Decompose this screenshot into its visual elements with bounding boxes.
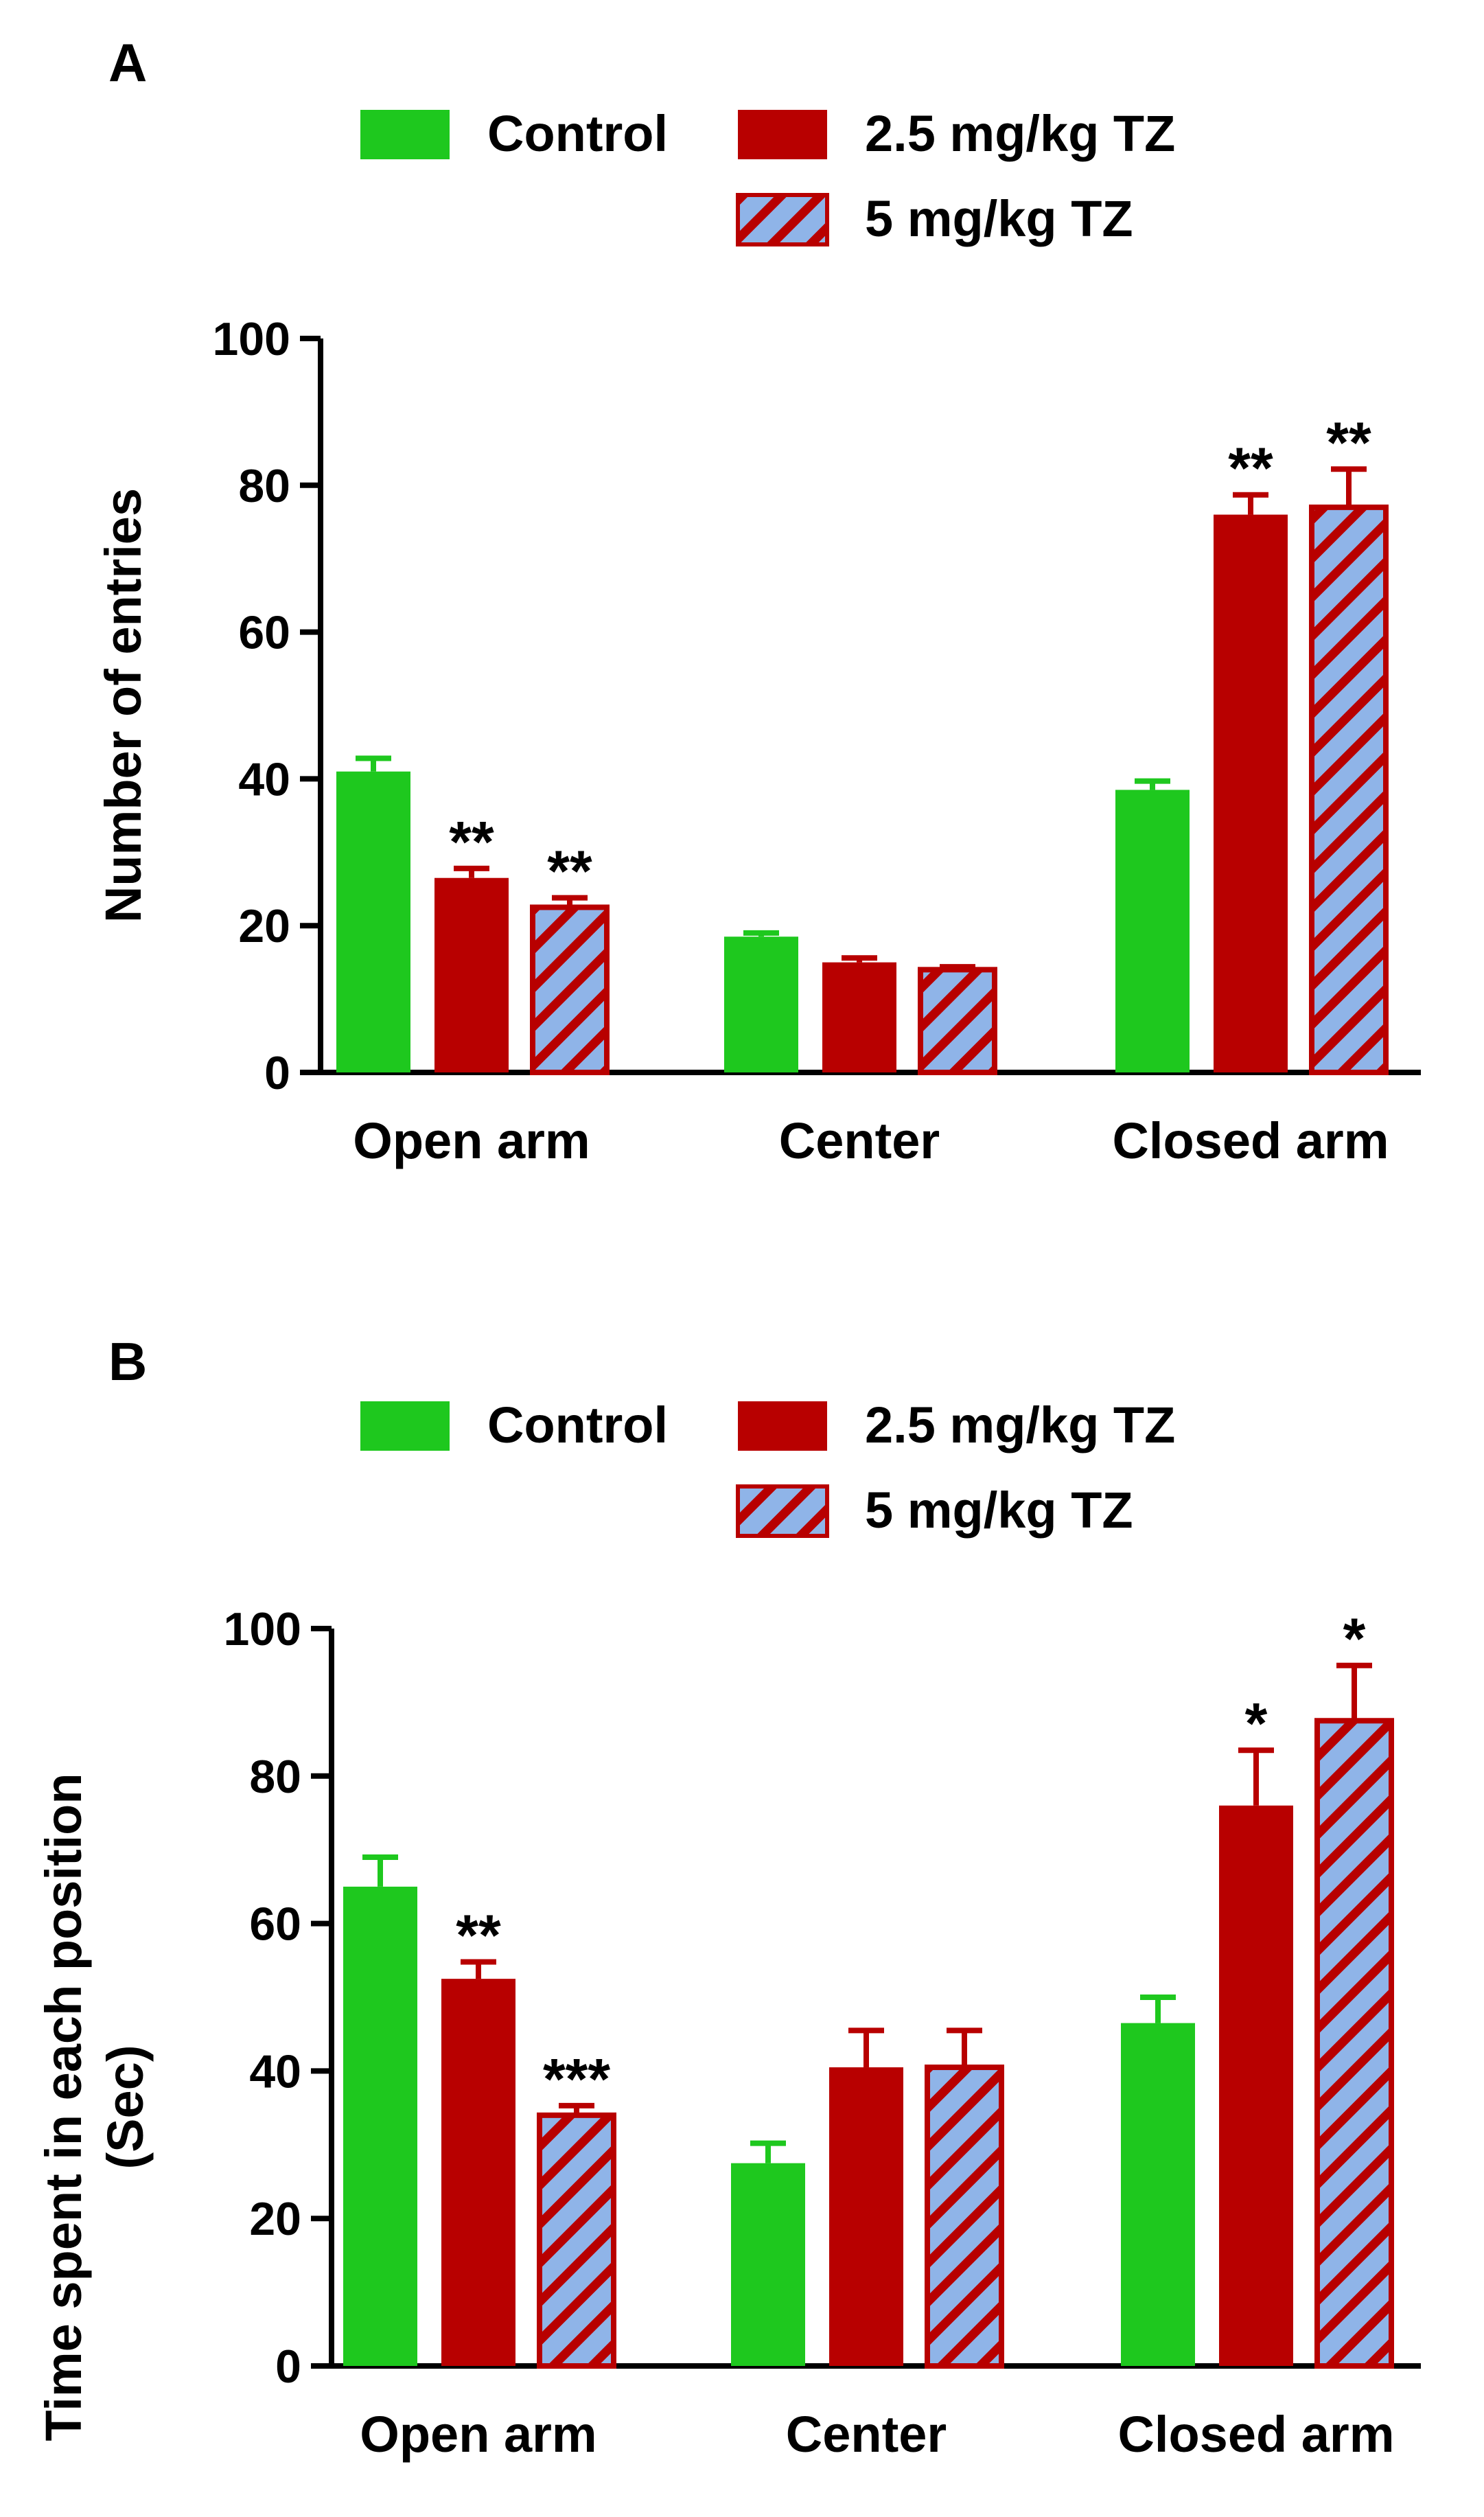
- bar-tz-5: [1309, 504, 1389, 1075]
- significance-label: **: [449, 809, 494, 874]
- significance-label: ***: [543, 2047, 610, 2111]
- legend: Control 2.5 mg/kg TZ 5 mg/kg TZ: [360, 1397, 1175, 1539]
- y-tick-label: 0: [264, 1047, 290, 1099]
- legend-label: 5 mg/kg TZ: [865, 190, 1133, 247]
- bar-tz-2-5: [441, 1979, 515, 2366]
- x-category-label: Open arm: [353, 1112, 590, 1169]
- bar-tz-2-5: [822, 962, 896, 1072]
- x-category-label: Center: [786, 2406, 947, 2463]
- y-tick-label: 20: [249, 2193, 301, 2245]
- bar-control: [343, 1886, 417, 2366]
- legend-swatch-1: [738, 1401, 827, 1451]
- legend-swatch-0: [360, 1401, 450, 1451]
- bar-control: [336, 771, 410, 1072]
- legend-label: 5 mg/kg TZ: [865, 1482, 1133, 1539]
- bar-tz-2-5: [434, 877, 509, 1072]
- significance-label: *: [1343, 1607, 1366, 1671]
- bar-control: [1115, 790, 1190, 1072]
- panel-letter: A: [108, 32, 147, 93]
- significance-label: **: [1326, 410, 1371, 474]
- y-tick-label: 100: [224, 1603, 301, 1655]
- bar-tz-2-5: [1214, 514, 1288, 1072]
- significance-label: *: [1245, 1691, 1268, 1756]
- x-category-label: Center: [779, 1112, 940, 1169]
- bar-control: [724, 936, 798, 1072]
- y-tick-label: 80: [249, 1751, 301, 1803]
- panel-letter: B: [108, 1331, 147, 1392]
- legend-label: 2.5 mg/kg TZ: [865, 1397, 1175, 1453]
- bar-tz-5: [918, 967, 997, 1075]
- y-tick-label: 100: [213, 313, 290, 365]
- y-tick-label: 60: [249, 1898, 301, 1951]
- legend: Control 2.5 mg/kg TZ 5 mg/kg TZ: [360, 105, 1175, 247]
- significance-label: **: [1228, 436, 1273, 501]
- legend-swatch-2: [736, 193, 829, 246]
- y-tick-label: 80: [238, 460, 290, 512]
- bar-tz-5: [537, 2112, 616, 2369]
- legend-swatch-0: [360, 110, 450, 159]
- y-tick-label: 40: [238, 753, 290, 805]
- y-axis-label: Time spent in each position: [35, 1773, 92, 2441]
- significance-label: **: [456, 1903, 501, 1967]
- legend-label: Control: [487, 1397, 668, 1453]
- x-category-label: Open arm: [360, 2406, 596, 2463]
- legend-swatch-2: [736, 1484, 829, 1538]
- legend-swatch-1: [738, 110, 827, 159]
- y-axis-label-unit: (Sec): [97, 2045, 154, 2170]
- y-axis-label: Number of entries: [95, 488, 152, 923]
- bar-tz-2-5: [829, 2067, 903, 2366]
- significance-label: **: [547, 839, 592, 904]
- x-category-label: Closed arm: [1117, 2406, 1394, 2463]
- bar-tz-2-5: [1219, 1805, 1293, 2366]
- y-tick-label: 40: [249, 2045, 301, 2098]
- bar-tz-5: [1314, 1718, 1394, 2369]
- y-tick-label: 60: [238, 607, 290, 659]
- bar-tz-5: [925, 2065, 1004, 2369]
- y-tick-label: 20: [238, 900, 290, 952]
- x-category-label: Closed arm: [1112, 1112, 1389, 1169]
- legend-label: Control: [487, 105, 668, 162]
- bar-control: [731, 2163, 805, 2366]
- bar-tz-5: [530, 904, 610, 1075]
- panel-b: B Control 2.5 mg/kg TZ 5 mg/kg TZ 0 20 40 60 80 1…: [35, 1331, 1421, 2463]
- legend-label: 2.5 mg/kg TZ: [865, 105, 1175, 162]
- panel-a: A Control 2.5 mg/kg TZ 5 mg/kg TZ 0 20 40 60 80 1…: [95, 32, 1421, 1169]
- bar-control: [1121, 2023, 1195, 2366]
- y-tick-label: 0: [275, 2341, 301, 2393]
